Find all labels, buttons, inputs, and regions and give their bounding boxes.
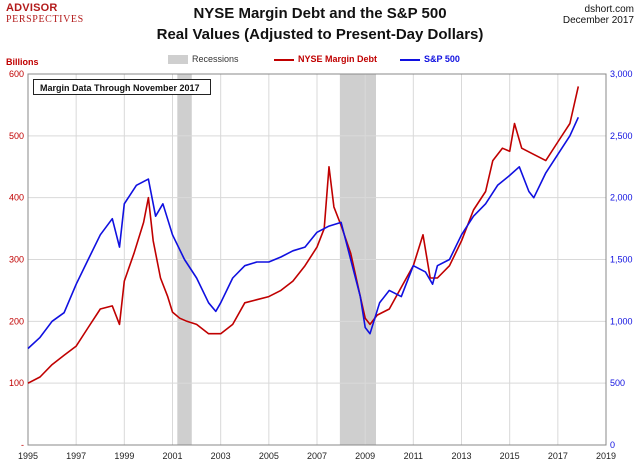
sp500-line: [27, 116, 580, 350]
y-left-tick-label: 600: [9, 69, 24, 79]
x-tick-label: 2011: [404, 451, 423, 461]
logo-line2: PERSPECTIVES: [6, 14, 84, 25]
x-tick-label: 1995: [18, 451, 38, 461]
margin-data-note: Margin Data Through November 2017: [33, 79, 211, 95]
x-tick-label: 2019: [596, 451, 616, 461]
y-left-tick-label: 300: [9, 255, 24, 265]
y-right-tick-label: 1,500: [610, 255, 633, 265]
x-tick-label: 2015: [500, 451, 520, 461]
x-tick-label: 2005: [259, 451, 279, 461]
source-date: December 2017: [562, 15, 634, 26]
y-left-tick-label: -: [21, 440, 24, 450]
margin-debt-line: [27, 86, 580, 384]
y-right-tick-label: 0: [610, 440, 615, 450]
x-tick-label: 2007: [307, 451, 327, 461]
y-right-tick-label: 500: [610, 378, 625, 388]
plot-frame: [27, 73, 607, 446]
x-tick-label: 2001: [162, 451, 182, 461]
x-tick-label: 2003: [211, 451, 231, 461]
chart-subtitle: Real Values (Adjusted to Present-Day Dol…: [156, 26, 484, 43]
y-left-tick-label: 400: [9, 193, 24, 203]
y-axis-left-label: Billions: [6, 57, 39, 67]
y-left-tick-label: 100: [9, 378, 24, 388]
y-right-tick-label: 3,000: [610, 69, 633, 79]
legend-recession-label: Recessions: [192, 54, 239, 64]
x-tick-label: 1997: [66, 451, 86, 461]
x-tick-label: 2013: [451, 451, 471, 461]
legend-sp500-swatch: [400, 58, 420, 61]
x-tick-label: 2009: [355, 451, 375, 461]
legend-margin: NYSE Margin Debt: [274, 54, 377, 64]
legend-margin-swatch: [274, 58, 294, 61]
advisor-perspectives-logo: ADVISOR PERSPECTIVES: [6, 2, 86, 26]
y-right-tick-label: 2,500: [610, 131, 633, 141]
legend-sp500: S&P 500: [400, 54, 460, 64]
legend-sp500-label: S&P 500: [424, 54, 460, 64]
legend-margin-label: NYSE Margin Debt: [298, 54, 378, 64]
y-left-tick-label: 200: [9, 316, 24, 326]
y-right-tick-label: 2,000: [610, 193, 633, 203]
x-tick-label: 1999: [114, 451, 134, 461]
y-right-tick-label: 1,000: [610, 316, 633, 326]
source-site: dshort.com: [584, 4, 634, 15]
y-left-tick-label: 500: [9, 131, 24, 141]
x-tick-label: 2017: [548, 451, 568, 461]
legend-recession-swatch: [168, 55, 188, 65]
logo-line1: ADVISOR: [6, 2, 58, 14]
source-credit: dshort.com December 2017: [563, 4, 634, 26]
chart-title: NYSE Margin Debt and the S&P 500: [193, 5, 447, 22]
legend-recessions: Recessions: [168, 54, 239, 65]
